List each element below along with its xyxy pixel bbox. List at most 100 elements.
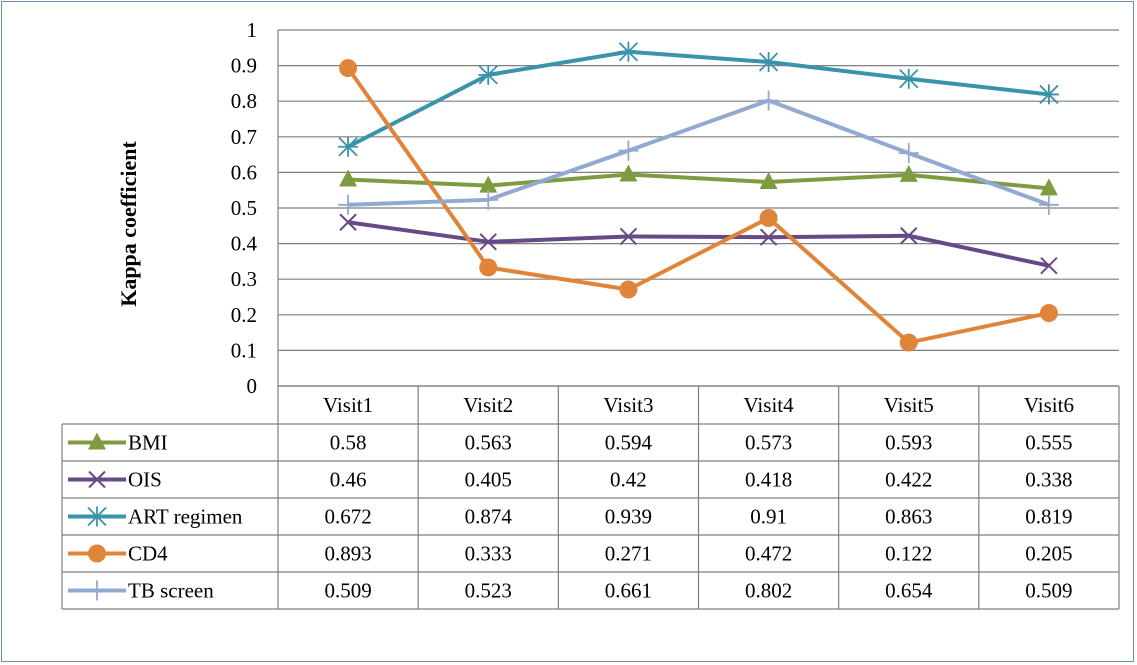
series-lines <box>338 41 1059 352</box>
category-label: Visit6 <box>1024 393 1074 417</box>
data-point <box>88 432 106 450</box>
y-tick-label: 0.6 <box>231 160 257 184</box>
data-point <box>339 213 357 231</box>
series-tb-screen <box>338 90 1059 215</box>
data-cell-value: 0.555 <box>1025 431 1072 455</box>
triangle-marker <box>619 164 638 182</box>
data-cell-value: 0.58 <box>330 431 367 455</box>
circle-marker <box>1039 304 1058 323</box>
star-marker <box>1038 84 1059 105</box>
data-cell-value: 0.422 <box>885 468 932 492</box>
triangle-marker <box>339 169 358 187</box>
legend-label: BMI <box>128 431 168 455</box>
data-cell-value: 0.472 <box>745 542 792 566</box>
data-point <box>758 52 779 73</box>
data-cell-value: 0.46 <box>330 468 367 492</box>
plus-marker <box>758 90 779 111</box>
circle-marker <box>759 208 778 227</box>
star-marker <box>898 68 919 89</box>
data-cell-value: 0.594 <box>605 431 653 455</box>
data-cell-value: 0.563 <box>465 431 512 455</box>
star-marker <box>87 506 107 527</box>
data-cell-value: 0.333 <box>465 542 512 566</box>
data-point <box>339 169 358 187</box>
star-marker <box>758 52 779 73</box>
data-point <box>898 68 919 89</box>
data-cell-value: 0.661 <box>605 579 652 603</box>
series-bmi <box>339 164 1058 196</box>
data-cell-value: 0.863 <box>885 505 932 529</box>
triangle-marker <box>759 172 778 190</box>
data-cell-value: 0.939 <box>605 505 652 529</box>
data-point <box>88 544 106 563</box>
data-point <box>619 164 638 182</box>
data-point <box>87 580 107 601</box>
data-point <box>87 506 107 527</box>
x-marker <box>339 213 357 231</box>
circle-marker <box>88 544 106 563</box>
data-cell-value: 0.509 <box>324 579 371 603</box>
gridlines <box>277 29 1119 387</box>
data-cell-value: 0.418 <box>745 468 792 492</box>
plus-marker <box>87 580 107 601</box>
star-marker <box>478 64 499 85</box>
data-point <box>898 143 919 164</box>
data-point <box>1039 178 1058 196</box>
series-ois <box>339 213 1058 275</box>
x-marker <box>619 227 638 246</box>
y-axis-ticks: 0 0.1 0.2 0.3 0.4 0.5 0.6 0.7 0.8 0.9 1 <box>231 18 258 398</box>
triangle-marker <box>479 175 498 193</box>
data-cell-value: 0.573 <box>745 431 792 455</box>
data-cell-value: 0.593 <box>885 431 932 455</box>
series-line <box>347 220 1050 268</box>
data-point <box>478 64 499 85</box>
category-label: Visit3 <box>603 393 653 417</box>
y-tick-label: 0.8 <box>231 89 257 113</box>
data-point <box>1038 194 1059 215</box>
x-marker <box>1040 256 1058 275</box>
data-cell-value: 0.42 <box>610 468 647 492</box>
plus-marker <box>338 194 359 215</box>
y-tick-label: 0.4 <box>231 232 258 256</box>
x-marker <box>88 470 106 489</box>
data-point <box>1039 304 1058 323</box>
data-cell-value: 0.802 <box>745 579 792 603</box>
series-line <box>348 98 1050 207</box>
data-cell-value: 0.338 <box>1025 468 1072 492</box>
y-tick-label: 0.9 <box>231 54 257 78</box>
triangle-marker <box>1039 178 1058 196</box>
y-tick-label: 0.3 <box>231 267 257 291</box>
data-point <box>758 90 779 111</box>
circle-marker <box>339 59 358 78</box>
data-point <box>618 41 639 62</box>
data-point <box>899 164 918 182</box>
triangle-marker <box>88 432 106 450</box>
category-label: Visit5 <box>884 393 934 417</box>
data-cell-value: 0.654 <box>885 579 933 603</box>
data-point <box>759 228 778 246</box>
x-marker <box>759 228 778 246</box>
y-tick-label: 0.7 <box>231 125 257 149</box>
data-point <box>1038 84 1059 105</box>
data-point <box>1040 256 1058 275</box>
legend-label: OIS <box>128 468 162 492</box>
plus-marker <box>478 189 499 210</box>
plus-marker <box>618 140 639 161</box>
star-marker <box>618 41 639 62</box>
series-line <box>347 49 1050 149</box>
data-point <box>88 470 106 489</box>
circle-marker <box>619 280 638 299</box>
y-axis-label: Kappa coefficient <box>116 141 141 307</box>
data-point <box>619 227 638 246</box>
data-cell-value: 0.672 <box>324 505 371 529</box>
data-point <box>479 258 498 277</box>
data-cell-value: 0.819 <box>1025 505 1072 529</box>
legend-label: CD4 <box>128 542 168 566</box>
category-label: Visit4 <box>744 393 795 417</box>
data-cell-value: 0.893 <box>324 542 371 566</box>
y-tick-label: 0 <box>247 374 258 398</box>
data-cell-value: 0.122 <box>885 542 932 566</box>
data-table: Visit1 Visit2 Visit3 Visit4 Visit5 Visit6 BMI 0… <box>61 385 1120 610</box>
